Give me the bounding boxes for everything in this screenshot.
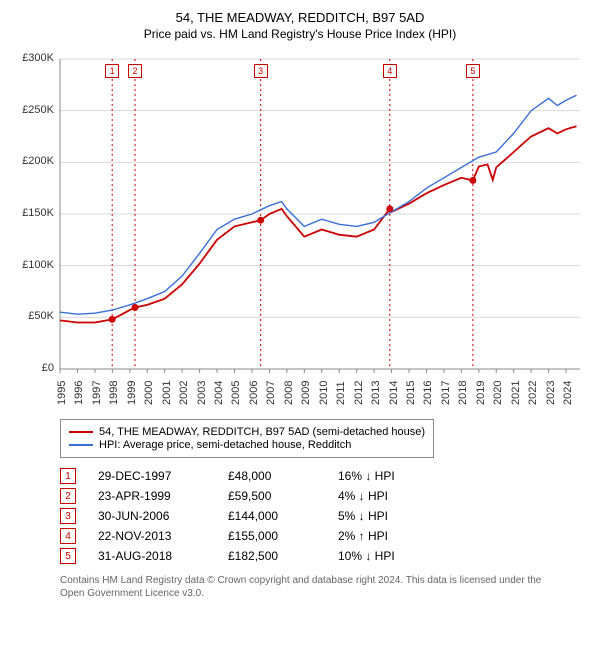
event-dot (132, 304, 139, 311)
series-hpi (60, 95, 577, 314)
x-axis-label: 2011 (335, 381, 347, 405)
event-table: 1 29-DEC-1997£48,00016% ↓ HPI 2 23-APR-1999… (60, 468, 590, 564)
chart-subtitle: Price paid vs. HM Land Registry's House … (10, 27, 590, 41)
event-dot (469, 177, 476, 184)
x-axis-label: 2021 (510, 381, 522, 405)
event-change: 2% ↑ HPI (338, 529, 438, 543)
y-axis-label: £200K (14, 155, 54, 167)
x-axis-label: 2000 (143, 381, 155, 405)
event-row: 4 22-NOV-2013£155,0002% ↑ HPI (60, 528, 590, 544)
series-property (60, 126, 577, 322)
x-axis-label: 1996 (73, 381, 85, 405)
x-axis-label: 2016 (422, 381, 434, 405)
x-axis-label: 2015 (405, 381, 417, 405)
x-axis-label: 2009 (300, 381, 312, 405)
event-change: 5% ↓ HPI (338, 509, 438, 523)
event-marker-label: 2 (128, 64, 142, 78)
x-axis-label: 2002 (178, 381, 190, 405)
chart-area: £0 £50K £100K £150K £200K £250K £300K 1995 1996 1… (10, 49, 590, 409)
event-date: 23-APR-1999 (98, 489, 228, 503)
x-axis-label: 1995 (56, 381, 68, 405)
event-date: 31-AUG-2018 (98, 549, 228, 563)
x-axis-label: 1997 (91, 381, 103, 405)
x-axis-label: 2017 (440, 381, 452, 405)
x-axis-label: 2024 (562, 381, 574, 405)
x-axis-label: 2008 (283, 381, 295, 405)
x-axis-label: 2012 (353, 381, 365, 405)
event-number: 5 (60, 548, 76, 564)
event-row: 1 29-DEC-1997£48,00016% ↓ HPI (60, 468, 590, 484)
event-number: 4 (60, 528, 76, 544)
event-row: 2 23-APR-1999£59,5004% ↓ HPI (60, 488, 590, 504)
y-axis-label: £100K (14, 259, 54, 271)
x-axis-label: 2023 (545, 381, 557, 405)
x-axis-label: 2020 (492, 381, 504, 405)
x-axis-label: 2004 (213, 381, 225, 405)
event-price: £59,500 (228, 489, 338, 503)
event-marker-label: 4 (383, 64, 397, 78)
event-dot (257, 217, 264, 224)
event-number: 2 (60, 488, 76, 504)
event-dot (386, 205, 393, 212)
y-axis-label: £50K (14, 310, 54, 322)
event-marker-label: 5 (466, 64, 480, 78)
x-axis-label: 2010 (318, 381, 330, 405)
y-axis-label: £300K (14, 52, 54, 64)
event-price: £155,000 (228, 529, 338, 543)
page-container: 54, THE MEADWAY, REDDITCH, B97 5AD Price… (0, 0, 600, 650)
x-axis-label: 2003 (196, 381, 208, 405)
event-price: £48,000 (228, 469, 338, 483)
x-axis-label: 2005 (230, 381, 242, 405)
y-axis-label: £250K (14, 104, 54, 116)
y-axis-label: £150K (14, 207, 54, 219)
x-axis-label: 2006 (248, 381, 260, 405)
x-axis-label: 1999 (126, 381, 138, 405)
y-axis-label: £0 (14, 362, 54, 374)
disclaimer-text: Contains HM Land Registry data © Crown c… (60, 574, 560, 600)
x-axis-label: 2014 (388, 381, 400, 405)
event-date: 29-DEC-1997 (98, 469, 228, 483)
event-dot (109, 316, 116, 323)
event-number: 3 (60, 508, 76, 524)
event-price: £182,500 (228, 549, 338, 563)
event-change: 10% ↓ HPI (338, 549, 438, 563)
event-row: 5 31-AUG-2018£182,50010% ↓ HPI (60, 548, 590, 564)
x-axis-label: 2022 (527, 381, 539, 405)
chart-title: 54, THE MEADWAY, REDDITCH, B97 5AD (10, 10, 590, 25)
event-number: 1 (60, 468, 76, 484)
x-axis-label: 2013 (370, 381, 382, 405)
event-change: 4% ↓ HPI (338, 489, 438, 503)
x-axis-label: 2018 (457, 381, 469, 405)
x-axis-label: 2001 (161, 381, 173, 405)
event-row: 3 30-JUN-2006£144,0005% ↓ HPI (60, 508, 590, 524)
event-marker-label: 1 (105, 64, 119, 78)
event-date: 30-JUN-2006 (98, 509, 228, 523)
x-axis-label: 2007 (265, 381, 277, 405)
event-marker-label: 3 (254, 64, 268, 78)
event-price: £144,000 (228, 509, 338, 523)
x-axis-label: 1998 (108, 381, 120, 405)
event-change: 16% ↓ HPI (338, 469, 438, 483)
x-axis-label: 2019 (475, 381, 487, 405)
event-date: 22-NOV-2013 (98, 529, 228, 543)
